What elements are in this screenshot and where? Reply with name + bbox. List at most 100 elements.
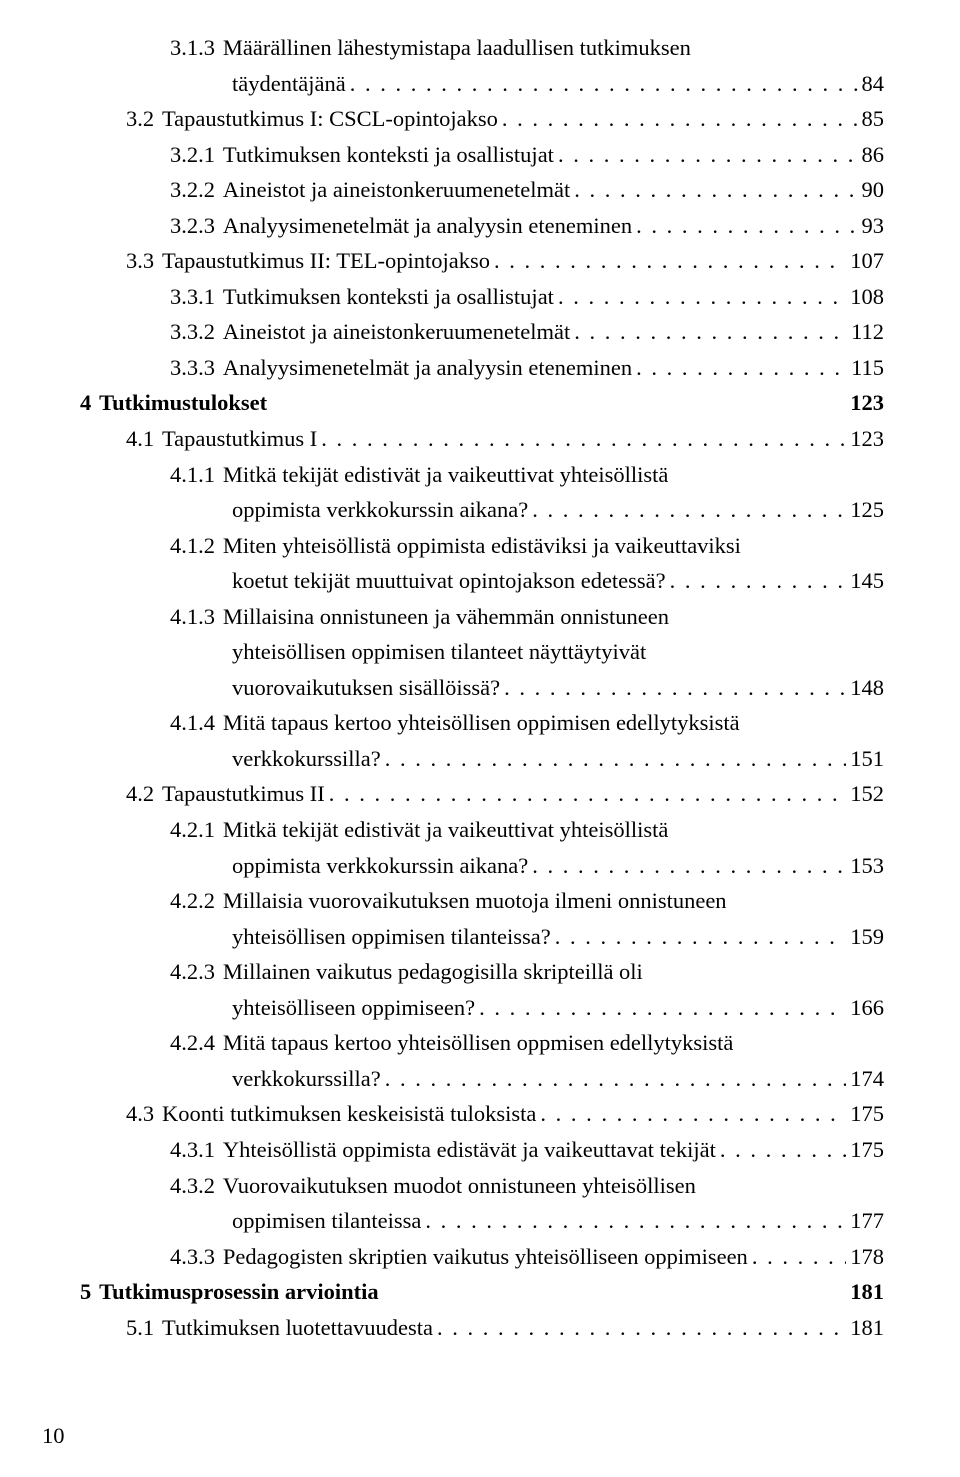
toc-title-cont: oppimista verkkokurssin aikana?	[232, 492, 528, 528]
toc-leader	[385, 1061, 847, 1097]
toc-title: Vuorovaikutuksen muodot onnistuneen yhte…	[223, 1173, 696, 1198]
toc-entry: 4.3.2 Vuorovaikutuksen muodot onnistuneen…	[76, 1168, 884, 1204]
toc-page: 152	[850, 776, 884, 812]
toc-number: 3.3.2	[170, 314, 215, 350]
toc-leader	[502, 101, 858, 137]
toc-number: 4.3.3	[170, 1239, 215, 1275]
toc-title: Millaisina onnistuneen ja vähemmän onnis…	[223, 604, 669, 629]
toc-number: 4.1.1	[170, 462, 215, 487]
toc-leader	[350, 66, 858, 102]
toc-entry-wrap: oppimista verkkokurssin aikana?153	[76, 848, 884, 884]
toc-leader	[479, 990, 846, 1026]
toc-title: Mitä tapaus kertoo yhteisöllisen oppmise…	[223, 1030, 734, 1055]
toc-entry-wrap: yhteisöllisen oppimisen tilanteet näyttä…	[76, 634, 884, 670]
toc-page: 148	[850, 670, 884, 706]
toc-entry: 3.2.2Aineistot ja aineistonkeruumenetelm…	[76, 172, 884, 208]
toc-page: 90	[862, 172, 885, 208]
toc-page: 178	[850, 1239, 884, 1275]
toc-number: 4.2.1	[170, 817, 215, 842]
toc-title-cont: yhteisöllisen oppimisen tilanteet näyttä…	[232, 639, 646, 664]
toc-entry: 4.2.3Millainen vaikutus pedagogisilla sk…	[76, 954, 884, 990]
toc-leader	[636, 208, 857, 244]
toc-entry: 3.1.3Määrällinen lähestymistapa laadulli…	[76, 30, 884, 66]
toc-number: 3.2.1	[170, 137, 215, 173]
toc-page: 174	[850, 1061, 884, 1097]
toc-entry: 4.2Tapaustutkimus II152	[76, 776, 884, 812]
toc-entry-wrap: verkkokurssilla? 151	[76, 741, 884, 777]
toc-title-cont: vuorovaikutuksen sisällöissä?	[232, 670, 500, 706]
toc-leader	[752, 1239, 846, 1275]
toc-entry-wrap: täydentäjänä84	[76, 66, 884, 102]
toc-number: 4.2.4	[170, 1030, 215, 1055]
toc-number: 5.1	[126, 1310, 154, 1346]
toc-page: 108	[850, 279, 884, 315]
toc-title-cont: yhteisölliseen oppimiseen?	[232, 990, 475, 1026]
toc-number: 3.2	[126, 101, 154, 137]
toc-entry: 4.3 Koonti tutkimuksen keskeisistä tuloks…	[76, 1096, 884, 1132]
toc-entry: 4.1.2Miten yhteisöllistä oppimista edist…	[76, 528, 884, 564]
toc-number: 4.2.2	[170, 888, 215, 913]
toc-leader	[574, 314, 847, 350]
toc-page: 123	[850, 421, 884, 457]
toc-title: Aineistot ja aineistonkeruumenetelmät	[223, 314, 570, 350]
toc-number: 4.3	[126, 1096, 154, 1132]
toc-entry: 4.1.1 Mitkä tekijät edistivät ja vaikeutt…	[76, 457, 884, 493]
toc-title: Analyysimenetelmät ja analyysin etenemin…	[223, 208, 632, 244]
toc-title: Tutkimuksen konteksti ja osallistujat	[223, 279, 554, 315]
toc-number: 4.1	[126, 421, 154, 457]
toc-leader	[532, 492, 846, 528]
toc-number: 3.3.1	[170, 279, 215, 315]
toc-entry: 3.3.3Analyysimenetelmät ja analyysin ete…	[76, 350, 884, 386]
toc-title: Määrällinen lähestymistapa laadullisen t…	[223, 35, 691, 60]
toc-number: 4.3.2	[170, 1173, 215, 1198]
toc-number: 4.3.1	[170, 1132, 215, 1168]
toc-title: Tapaustutkimus I	[162, 421, 317, 457]
toc-leader	[329, 776, 846, 812]
toc-page: 181	[850, 1310, 884, 1346]
toc-title-cont: täydentäjänä	[232, 66, 346, 102]
toc-page: 151	[850, 741, 884, 777]
toc-title: Tutkimusprosessin arviointia	[99, 1274, 378, 1310]
toc-leader	[494, 243, 846, 279]
toc-entry: 4.2.1Mitkä tekijät edistivät ja vaikeutt…	[76, 812, 884, 848]
toc-title-cont: koetut tekijät muuttuivat opintojakson e…	[232, 563, 666, 599]
page-container: 3.1.3Määrällinen lähestymistapa laadulli…	[0, 0, 960, 1477]
toc-title: Tutkimuksen luotettavuudesta	[162, 1310, 433, 1346]
toc-title-cont: verkkokurssilla?	[232, 741, 381, 777]
toc-leader	[558, 279, 846, 315]
toc-number: 3.3.3	[170, 350, 215, 386]
toc-entry: 4.3.3Pedagogisten skriptien vaikutus yht…	[76, 1239, 884, 1275]
toc-entry-wrap: yhteisöllisen oppimisen tilanteissa? 159	[76, 919, 884, 955]
toc-leader	[504, 670, 846, 706]
toc-leader	[425, 1203, 846, 1239]
toc-number: 4.2	[126, 776, 154, 812]
toc-page: 115	[851, 350, 884, 386]
toc-title: Aineistot ja aineistonkeruumenetelmät	[223, 172, 570, 208]
toc-leader	[558, 137, 858, 173]
toc-leader	[532, 848, 846, 884]
toc-entry: 4.1.3Millaisina onnistuneen ja vähemmän …	[76, 599, 884, 635]
toc-leader	[555, 919, 847, 955]
toc-page: 175	[850, 1132, 884, 1168]
toc-leader	[385, 741, 847, 777]
toc-title: Koonti tutkimuksen keskeisistä tuloksist…	[162, 1096, 536, 1132]
toc-title: Mitä tapaus kertoo yhteisöllisen oppimis…	[223, 710, 740, 735]
toc-entry: 3.2Tapaustutkimus I: CSCL-opintojakso85	[76, 101, 884, 137]
toc-title: Tutkimuksen konteksti ja osallistujat	[223, 137, 554, 173]
toc-title-cont: yhteisöllisen oppimisen tilanteissa?	[232, 919, 551, 955]
toc-entry: 3.2.1Tutkimuksen konteksti ja osallistuj…	[76, 137, 884, 173]
toc-entry: 5Tutkimusprosessin arviointia181	[76, 1274, 884, 1310]
toc-entry-wrap: oppimista verkkokurssin aikana?125	[76, 492, 884, 528]
toc-title-cont: oppimisen tilanteissa	[232, 1203, 421, 1239]
toc-entry: 3.3Tapaustutkimus II: TEL-opintojakso107	[76, 243, 884, 279]
toc-title: Analyysimenetelmät ja analyysin etenemin…	[223, 350, 632, 386]
toc-page: 159	[850, 919, 884, 955]
toc-page: 107	[850, 243, 884, 279]
toc-title: Millaisia vuorovaikutuksen muotoja ilmen…	[223, 888, 727, 913]
toc-entry-wrap: verkkokurssilla?174	[76, 1061, 884, 1097]
toc-number: 3.2.3	[170, 208, 215, 244]
toc-entry: 4.1.4Mitä tapaus kertoo yhteisöllisen op…	[76, 705, 884, 741]
toc-page: 85	[862, 101, 885, 137]
toc-leader	[636, 350, 847, 386]
toc-title: Mitkä tekijät edistivät ja vaikeuttivat …	[223, 462, 669, 487]
